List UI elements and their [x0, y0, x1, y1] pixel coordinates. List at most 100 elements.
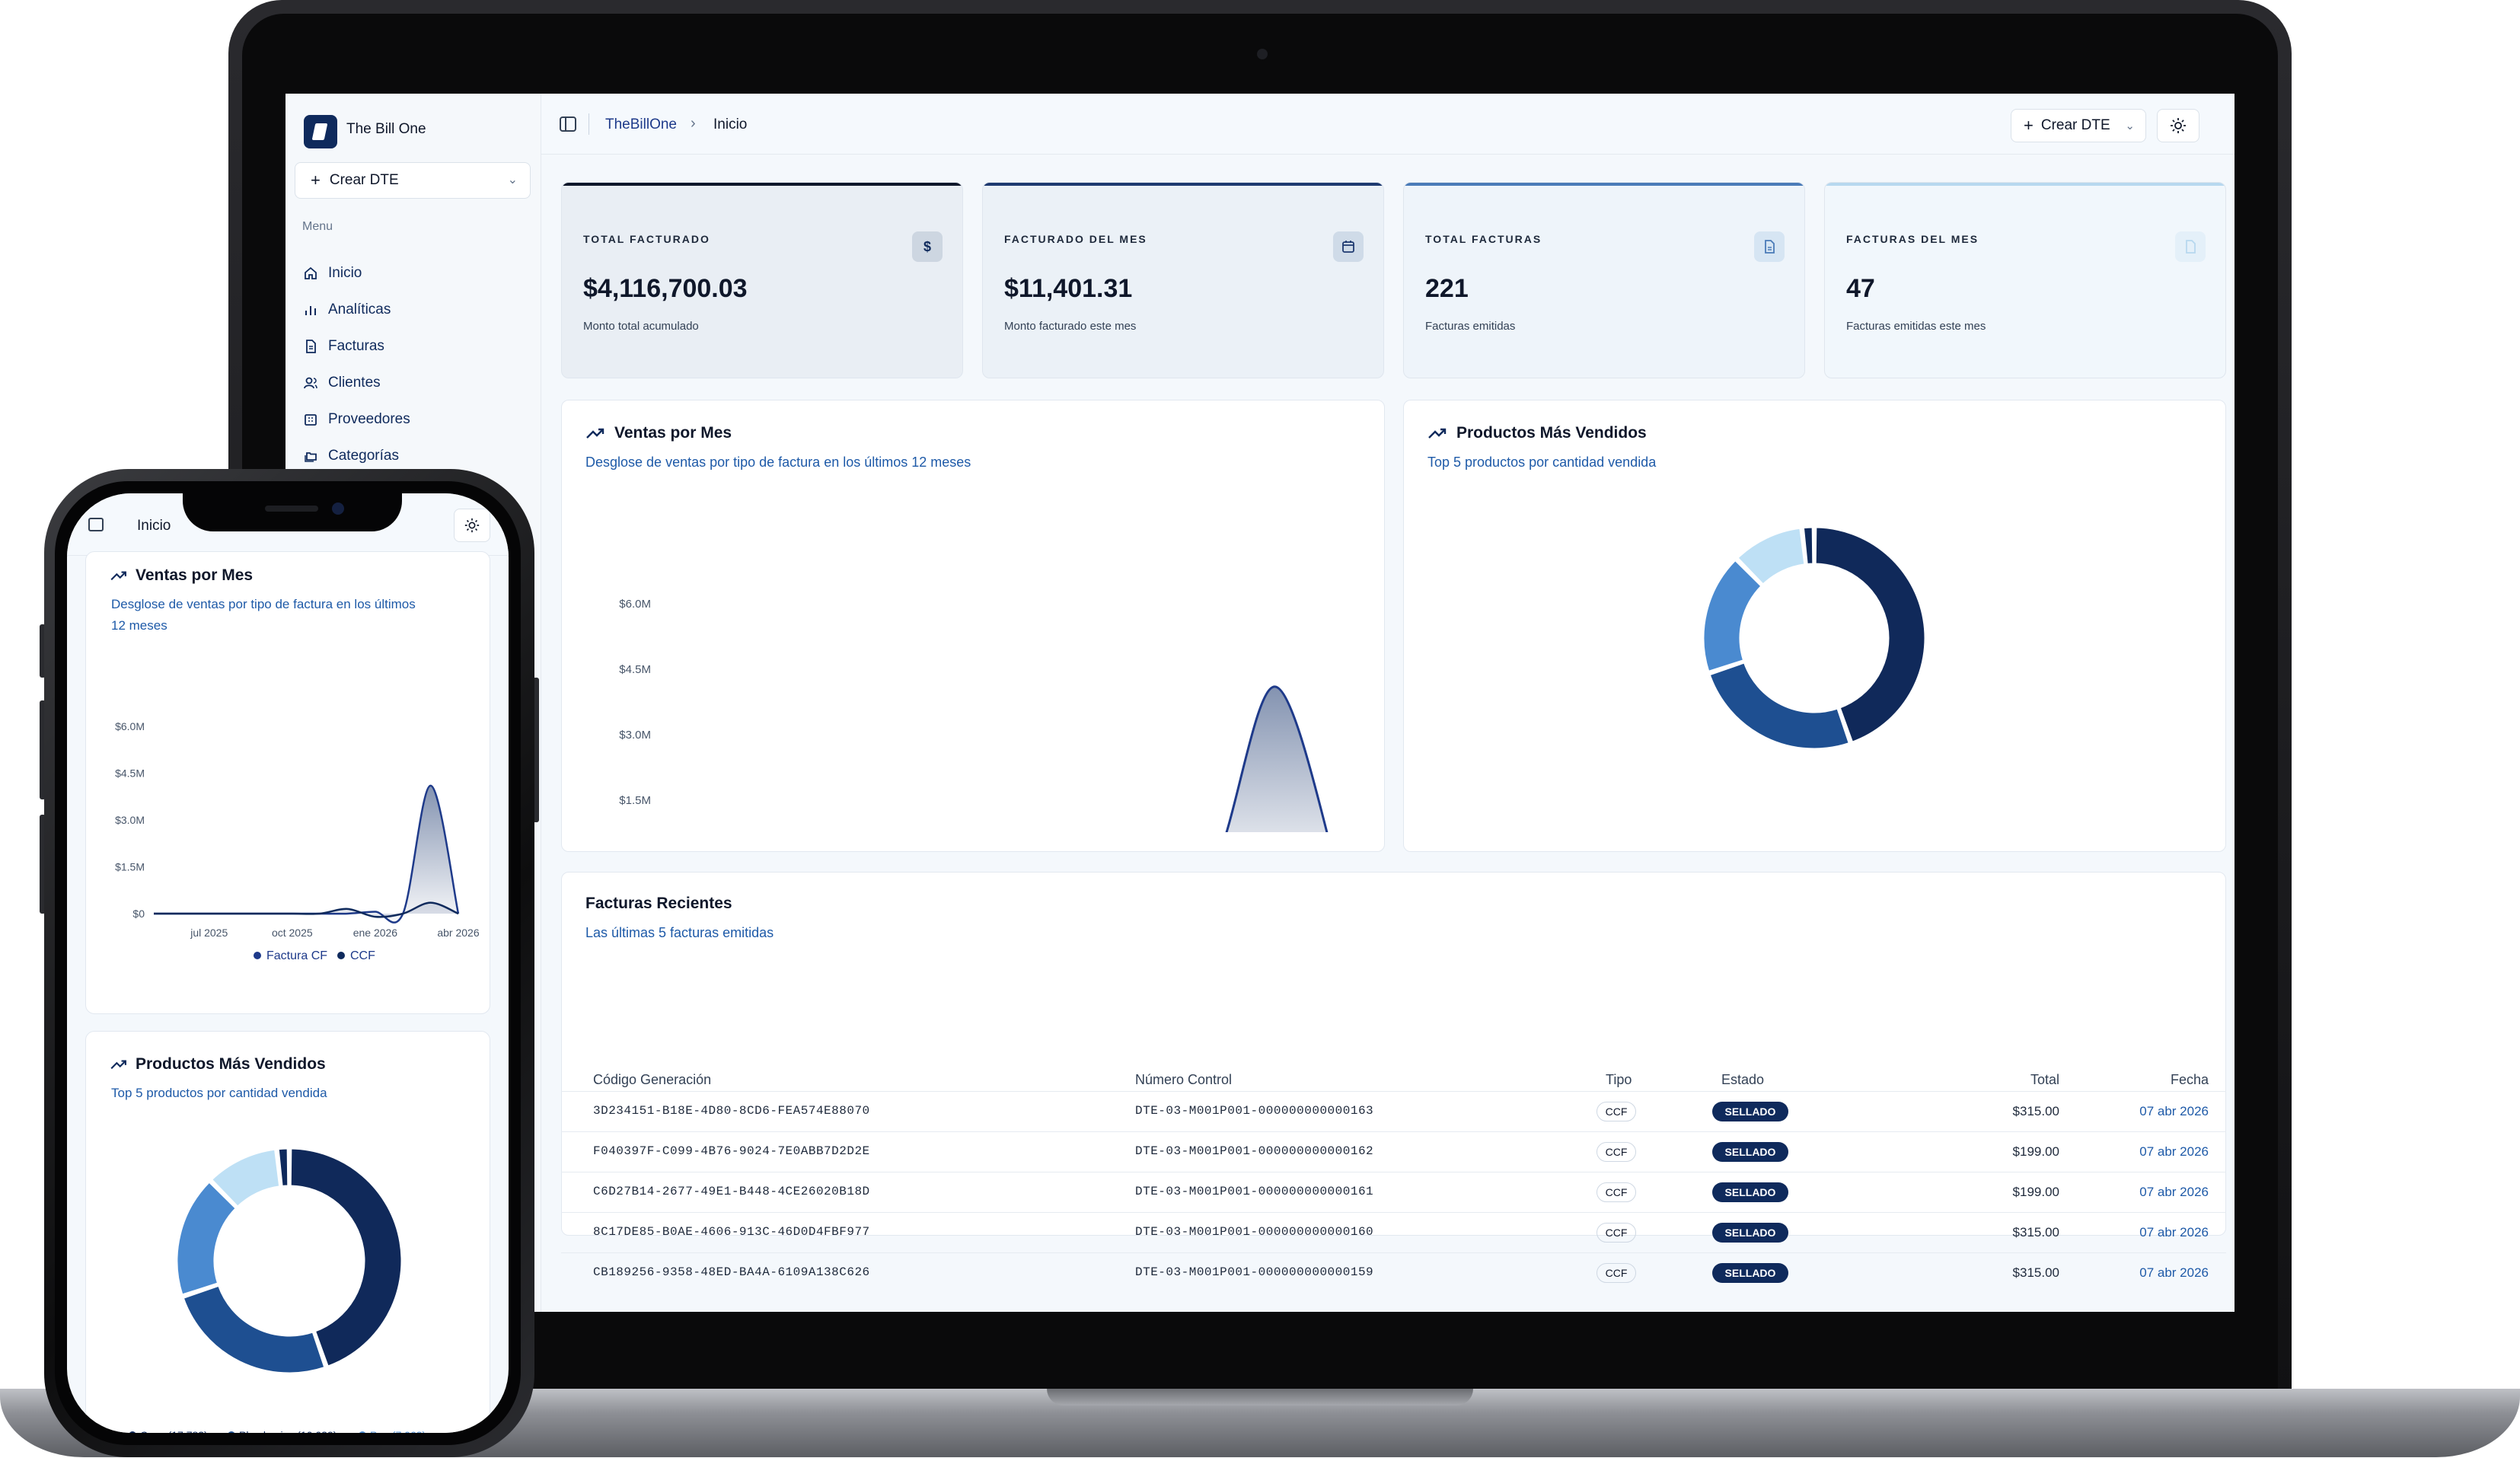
column-header-numero[interactable]: Número Control — [1135, 1072, 1233, 1087]
x-tick-label: jul 2025 — [190, 927, 228, 939]
sidebar-toggle-icon[interactable] — [560, 116, 576, 132]
series-area-0 — [154, 785, 458, 923]
sun-icon — [464, 518, 480, 533]
phone-products-subtitle: Top 5 productos por cantidad vendida — [111, 1086, 327, 1100]
sidebar-item-categorias[interactable]: Categorías — [302, 444, 399, 468]
stat-value: $11,401.31 — [1004, 274, 1133, 303]
column-header-codigo[interactable]: Código Generación — [593, 1072, 712, 1087]
column-header-total[interactable]: Total — [2030, 1072, 2059, 1087]
donut-slice-0[interactable] — [1813, 525, 1927, 745]
sidebar-item-label: Inicio — [328, 265, 362, 281]
recent-invoices-subtitle: Las últimas 5 facturas emitidas — [585, 925, 774, 940]
cell-codigo: CB189256-9358-48ED-BA4A-6109A138C626 — [593, 1265, 870, 1279]
dollar-icon: $ — [912, 231, 943, 262]
theme-toggle-button[interactable] — [2157, 109, 2199, 142]
products-chart-title-text: Productos Más Vendidos — [1456, 424, 1647, 442]
phone-sales-card — [85, 551, 490, 1014]
donut-slice-4[interactable] — [1801, 525, 1815, 566]
y-tick-label: $4.5M — [619, 663, 651, 676]
table-row[interactable]: 8C17DE85-B0AE-4606-913C-46D0D4FBF977 DTE-… — [561, 1212, 2226, 1252]
legend-label[interactable]: Pan (7,063) — [370, 1429, 426, 1433]
chevron-right-icon: › — [691, 115, 696, 132]
y-tick-label: $4.5M — [115, 767, 145, 780]
home-icon — [302, 265, 319, 282]
trending-up-icon — [110, 569, 128, 582]
phone-sidebar-toggle-icon[interactable] — [88, 518, 104, 531]
cell-codigo: 3D234151-B18E-4D80-8CD6-FEA574E88070 — [593, 1104, 870, 1118]
trending-up-icon — [110, 1058, 128, 1070]
cell-codigo: 8C17DE85-B0AE-4606-913C-46D0D4FBF977 — [593, 1225, 870, 1239]
breadcrumb-root[interactable]: TheBillOne — [605, 116, 677, 132]
cell-codigo: C6D27B14-2677-49E1-B448-4CE26020B18D — [593, 1185, 870, 1198]
stat-subtitle: Facturas emitidas este mes — [1846, 320, 1986, 333]
create-dte-dropdown[interactable]: + Crear DTE ⌄ — [295, 162, 531, 199]
column-header-fecha[interactable]: Fecha — [2170, 1072, 2209, 1087]
top-header: TheBillOne › Inicio + Crear DTE ⌄ — [541, 94, 2235, 155]
status-badge: SELLADO — [1712, 1263, 1788, 1283]
tipo-badge: CCF — [1597, 1263, 1636, 1283]
sidebar-item-clientes[interactable]: Clientes — [302, 371, 381, 395]
phone-sales-title: Ventas por Mes — [110, 566, 253, 585]
donut-slice-3[interactable] — [209, 1147, 282, 1209]
donut-slice-3[interactable] — [1735, 526, 1807, 587]
phone-front-camera — [332, 502, 344, 515]
stat-subtitle: Monto total acumulado — [583, 320, 699, 333]
column-header-tipo[interactable]: Tipo — [1606, 1072, 1632, 1087]
cell-total: $199.00 — [2012, 1144, 2059, 1159]
phone-screen: Inicio Ventas por Mes Desglose de ventas… — [67, 493, 509, 1433]
series-line-1[interactable] — [154, 901, 459, 918]
status-badge: SELLADO — [1712, 1223, 1788, 1243]
phone-power-button — [533, 678, 539, 822]
column-header-estado[interactable]: Estado — [1721, 1072, 1765, 1087]
table-row[interactable]: C6D27B14-2677-49E1-B448-4CE26020B18D DTE-… — [561, 1172, 2226, 1212]
series-line-0[interactable] — [660, 685, 1336, 832]
donut-slice-2[interactable] — [175, 1179, 238, 1297]
phone-products-title-text: Productos Más Vendidos — [136, 1055, 326, 1073]
donut-slice-0[interactable] — [289, 1147, 404, 1369]
sidebar-item-facturas[interactable]: Facturas — [302, 334, 384, 359]
stat-label: FACTURAS DEL MES — [1846, 233, 1979, 245]
plus-icon: + — [2024, 116, 2034, 135]
donut-slice-1[interactable] — [181, 1284, 327, 1375]
trending-up-icon — [1427, 426, 1447, 440]
app-name: The Bill One — [346, 121, 426, 137]
cell-fecha: 07 abr 2026 — [2139, 1265, 2209, 1280]
bar-chart-icon — [302, 301, 319, 318]
series-area-0 — [1227, 686, 1327, 832]
legend-label[interactable]: Plan basico (10,039) — [239, 1429, 337, 1433]
donut-slice-4[interactable] — [276, 1147, 290, 1188]
legend-swatch — [228, 1431, 234, 1433]
cell-total: $315.00 — [2012, 1265, 2059, 1280]
phone-header-title: Inicio — [137, 518, 171, 534]
stat-label: FACTURADO DEL MES — [1004, 233, 1147, 245]
phone-theme-toggle-button[interactable] — [454, 509, 490, 542]
donut-slice-1[interactable] — [1708, 660, 1852, 751]
table-row[interactable]: 3D234151-B18E-4D80-8CD6-FEA574E88070 DTE-… — [561, 1091, 2226, 1131]
phone-products-title: Productos Más Vendidos — [110, 1055, 326, 1074]
sidebar-item-analiticas[interactable]: Analíticas — [302, 298, 391, 322]
chevron-down-icon: ⌄ — [507, 174, 518, 187]
app-logo[interactable] — [304, 115, 337, 148]
plus-icon: + — [311, 171, 321, 190]
legend-label[interactable]: Coca (17,782) — [140, 1429, 208, 1433]
document-icon — [2175, 231, 2206, 262]
series-area-1 — [154, 902, 458, 917]
status-badge: SELLADO — [1712, 1102, 1788, 1121]
y-tick-label: $0 — [132, 908, 145, 920]
legend-label[interactable]: CCF — [350, 949, 375, 962]
table-row[interactable]: CB189256-9358-48ED-BA4A-6109A138C626 DTE-… — [561, 1252, 2226, 1293]
phone-sales-title-text: Ventas por Mes — [136, 566, 254, 584]
calendar-icon — [1333, 231, 1364, 262]
sidebar-item-proveedores[interactable]: Proveedores — [302, 407, 410, 432]
create-dte-button[interactable]: + Crear DTE ⌄ — [2011, 109, 2146, 142]
chevron-down-icon: ⌄ — [2125, 120, 2135, 132]
menu-section-label: Menu — [302, 220, 333, 233]
legend-label[interactable]: Factura CF — [266, 949, 327, 962]
table-row[interactable]: F040397F-C099-4B76-9024-7E0ABB7D2D2E DTE-… — [561, 1131, 2226, 1172]
stat-subtitle: Facturas emitidas — [1425, 320, 1516, 333]
tipo-badge: CCF — [1597, 1142, 1636, 1162]
phone-volume-up — [40, 700, 46, 799]
sidebar-item-inicio[interactable]: Inicio — [302, 261, 362, 286]
donut-slice-2[interactable] — [1702, 558, 1764, 674]
phone-volume-down — [40, 815, 46, 914]
